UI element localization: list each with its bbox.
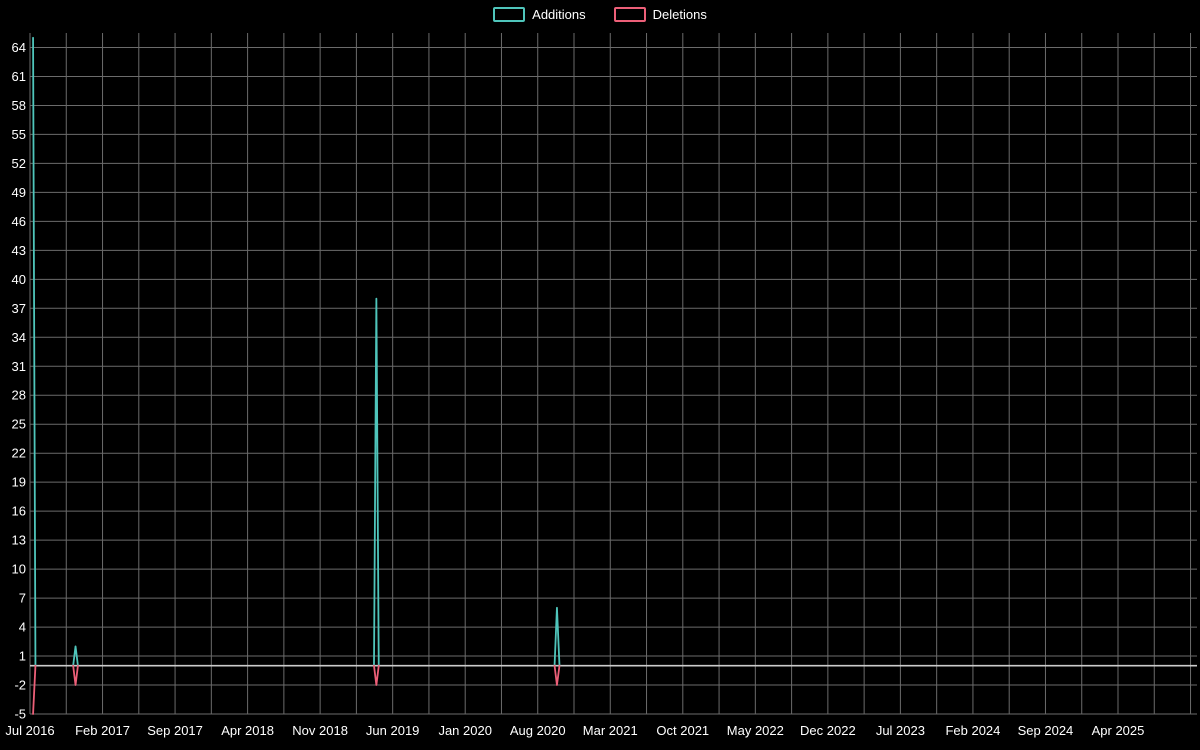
series-segment-additions xyxy=(32,36,37,667)
y-tick-label: 34 xyxy=(12,330,26,345)
y-tick-label: 37 xyxy=(12,301,26,316)
x-tick-label: Jul 2023 xyxy=(876,723,925,738)
y-tick-label: 10 xyxy=(12,562,26,577)
y-tick-label: 61 xyxy=(12,69,26,84)
y-tick-label: 31 xyxy=(12,359,26,374)
y-tick-label: -2 xyxy=(14,678,26,693)
y-tick-label: 25 xyxy=(12,417,26,432)
x-tick-label: Aug 2020 xyxy=(510,723,566,738)
x-tick-label: Nov 2018 xyxy=(292,723,348,738)
y-tick-label: 22 xyxy=(12,446,26,461)
x-tick-label: Mar 2021 xyxy=(583,723,638,738)
series-segment-additions xyxy=(72,645,79,667)
y-tick-label: 28 xyxy=(12,388,26,403)
deletions-legend-label: Deletions xyxy=(652,7,707,22)
legend-item-deletions[interactable]: Deletions xyxy=(613,7,707,22)
y-tick-label: 4 xyxy=(19,620,26,635)
x-tick-label: Feb 2024 xyxy=(945,723,1000,738)
deletions-series-swatch xyxy=(613,7,646,22)
y-tick-label: 40 xyxy=(12,272,26,287)
series-segment-deletions xyxy=(32,664,37,715)
x-tick-label: Oct 2021 xyxy=(656,723,709,738)
x-tick-label: Jul 2016 xyxy=(5,723,54,738)
x-tick-label: Sep 2024 xyxy=(1018,723,1074,738)
additions-legend-label: Additions xyxy=(532,7,586,22)
y-tick-label: 52 xyxy=(12,156,26,171)
series-segment-deletions xyxy=(72,664,79,686)
y-tick-label: 64 xyxy=(12,40,26,55)
y-tick-label: 55 xyxy=(12,127,26,142)
x-tick-label: Jun 2019 xyxy=(366,723,420,738)
y-tick-label: 46 xyxy=(12,214,26,229)
x-tick-label: May 2022 xyxy=(727,723,784,738)
gridlines xyxy=(29,33,1197,715)
series-segment-deletions xyxy=(373,664,380,686)
y-tick-label: 43 xyxy=(12,243,26,258)
y-tick-label: 49 xyxy=(12,185,26,200)
y-tick-label: 19 xyxy=(12,475,26,490)
series-segment-additions xyxy=(553,606,561,667)
series-segment-deletions xyxy=(553,664,561,686)
y-tick-label: 16 xyxy=(12,504,26,519)
x-tick-label: Apr 2025 xyxy=(1092,723,1145,738)
x-tick-label: Jan 2020 xyxy=(438,723,492,738)
x-tick-label: Feb 2017 xyxy=(75,723,130,738)
y-tick-label: 7 xyxy=(19,591,26,606)
y-tick-label: 1 xyxy=(19,649,26,664)
x-tick-label: Dec 2022 xyxy=(800,723,856,738)
series-lines xyxy=(32,36,561,715)
x-axis-labels: Jul 2016 Feb 2017 Sep 2017 Apr 2018 Nov 2018… xyxy=(5,723,1144,738)
y-axis-labels: -5 -2 1 4 7 10 13 16 19 22 25 28 31 34 37 40 43 46 49 52 55 5… xyxy=(12,40,26,722)
x-tick-label: Apr 2018 xyxy=(221,723,274,738)
legend-item-additions[interactable]: Additions xyxy=(493,7,586,22)
additions-series-swatch xyxy=(493,7,526,22)
y-tick-label: 13 xyxy=(12,533,26,548)
y-tick-label: -5 xyxy=(14,707,26,722)
chart-legend: Additions Deletions xyxy=(0,7,1200,22)
y-tick-label: 58 xyxy=(12,98,26,113)
x-tick-label: Sep 2017 xyxy=(147,723,203,738)
series-segment-additions xyxy=(373,297,380,667)
